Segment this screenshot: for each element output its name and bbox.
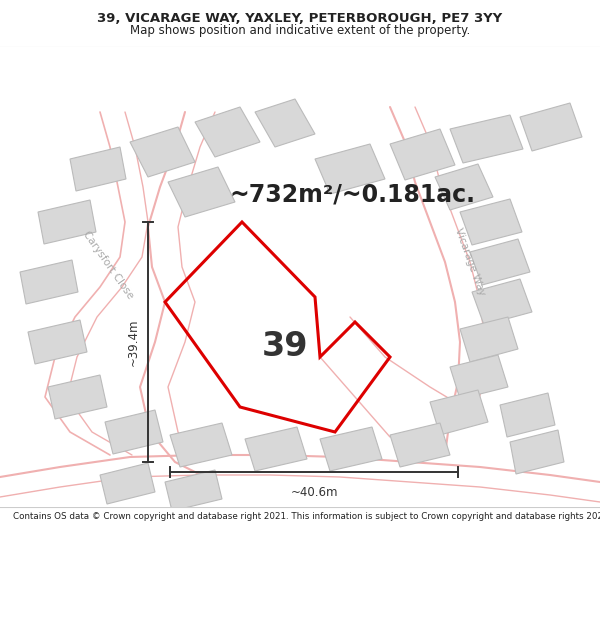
Text: Vicarage Way: Vicarage Way	[453, 227, 487, 297]
Polygon shape	[105, 410, 163, 454]
Text: ~39.4m: ~39.4m	[127, 318, 140, 366]
Polygon shape	[470, 239, 530, 285]
Polygon shape	[520, 103, 582, 151]
Polygon shape	[255, 99, 315, 147]
Polygon shape	[38, 200, 96, 244]
Polygon shape	[450, 115, 523, 163]
Polygon shape	[48, 375, 107, 419]
Text: Carysfort Close: Carysfort Close	[81, 229, 135, 301]
Polygon shape	[390, 129, 455, 180]
Text: Map shows position and indicative extent of the property.: Map shows position and indicative extent…	[130, 24, 470, 37]
Polygon shape	[430, 390, 488, 435]
Polygon shape	[315, 144, 385, 194]
Text: ~732m²/~0.181ac.: ~732m²/~0.181ac.	[230, 183, 476, 207]
Text: ~40.6m: ~40.6m	[290, 486, 338, 499]
Polygon shape	[28, 320, 87, 364]
Polygon shape	[165, 470, 222, 511]
Polygon shape	[70, 147, 126, 191]
Polygon shape	[510, 430, 564, 474]
Polygon shape	[130, 127, 195, 177]
Polygon shape	[195, 107, 260, 157]
Polygon shape	[100, 463, 155, 504]
Polygon shape	[500, 393, 555, 437]
Polygon shape	[435, 164, 493, 210]
Polygon shape	[450, 355, 508, 399]
Polygon shape	[168, 167, 235, 217]
Polygon shape	[390, 423, 450, 467]
Polygon shape	[245, 427, 307, 471]
Polygon shape	[20, 260, 78, 304]
Text: 39, VICARAGE WAY, YAXLEY, PETERBOROUGH, PE7 3YY: 39, VICARAGE WAY, YAXLEY, PETERBOROUGH, …	[97, 12, 503, 25]
Text: Contains OS data © Crown copyright and database right 2021. This information is : Contains OS data © Crown copyright and d…	[13, 512, 600, 521]
Text: 39: 39	[262, 331, 308, 364]
Polygon shape	[320, 427, 382, 471]
Polygon shape	[460, 199, 522, 245]
Polygon shape	[460, 317, 518, 362]
Polygon shape	[170, 423, 232, 467]
Polygon shape	[472, 279, 532, 325]
